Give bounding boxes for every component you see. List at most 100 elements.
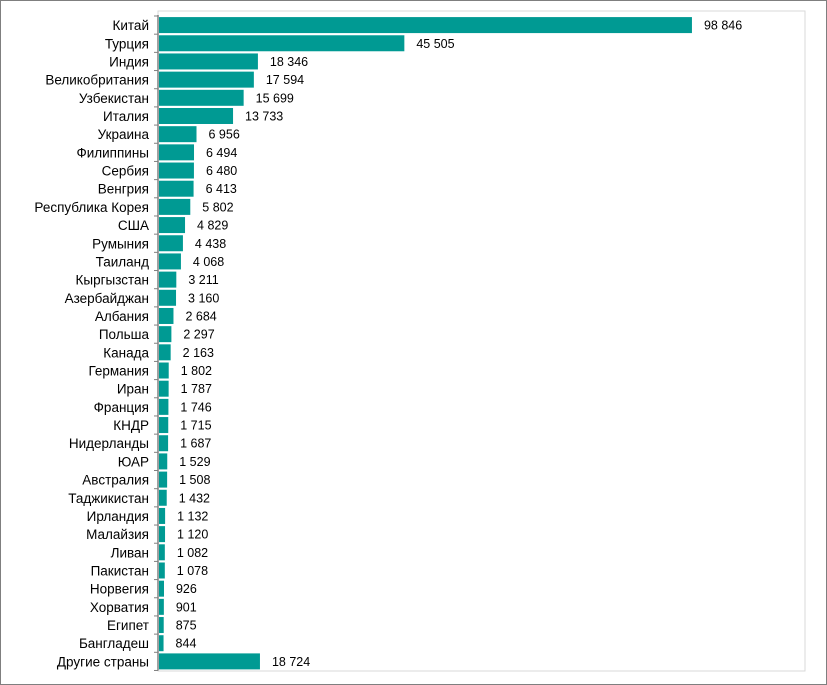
category-label: Италия [103,109,149,124]
category-label: Ливан [111,545,149,560]
value-label: 1 432 [179,491,210,505]
value-label: 1 802 [181,364,212,378]
value-label: 875 [176,619,197,633]
category-label: Азербайджан [65,291,149,306]
value-label: 18 346 [270,55,308,69]
bar [159,617,164,634]
value-label: 1 078 [177,564,208,578]
category-label: Франция [94,400,149,415]
bar [159,507,166,524]
bar [159,217,186,234]
value-label: 13 733 [245,109,283,123]
category-label: Австралия [82,473,149,488]
value-label: 926 [176,582,197,596]
value-label: 1 687 [180,437,211,451]
category-label: Германия [88,364,149,379]
category-label: Египет [107,618,149,633]
category-axis [154,15,159,671]
category-label: Нидерланды [69,436,149,451]
category-label: Ирландия [87,509,149,524]
value-label: 15 699 [256,91,294,105]
plot-area [157,10,806,672]
category-label: Румыния [92,236,149,251]
value-label: 45 505 [416,37,454,51]
category-label: Пакистан [91,563,149,578]
value-label: 4 438 [195,237,226,251]
bar [159,180,194,197]
bar [159,635,164,652]
bar [159,253,181,270]
category-label: Сербия [102,164,149,179]
bar [159,362,169,379]
category-label: Великобритания [45,73,149,88]
value-label: 98 846 [704,19,742,33]
category-label: КНДР [113,418,149,433]
bar [159,126,197,143]
value-label: 2 684 [185,309,216,323]
bar [159,35,405,52]
bar [159,435,169,452]
category-label: Узбекистан [79,91,149,106]
bars-group [159,17,692,670]
value-label: 2 163 [183,346,214,360]
value-label: 3 160 [188,291,219,305]
value-label: 6 413 [206,182,237,196]
bar [159,489,167,506]
value-label: 1 715 [180,419,211,433]
bar [159,198,191,215]
bar [159,544,165,561]
bar [159,53,258,70]
value-labels: 98 846 45 505 18 346 17 594 15 699 13 733 6 95… [176,19,743,669]
category-label: США [118,218,149,233]
value-label: 3 211 [188,273,218,287]
value-label: 18 724 [272,655,310,669]
value-label: 4 829 [197,219,228,233]
category-label: Украина [98,127,150,142]
bar [159,71,254,88]
value-label: 1 120 [177,528,208,542]
value-label: 844 [176,637,197,651]
bar [159,17,692,34]
value-label: 1 508 [179,473,210,487]
category-label: Венгрия [98,182,149,197]
bar [159,580,164,597]
value-label: 6 480 [206,164,237,178]
value-label: 1 746 [180,400,211,414]
category-label: Иран [117,382,149,397]
bar [159,307,174,324]
value-label: 1 787 [181,382,212,396]
category-label: Республика Корея [34,200,149,215]
value-label: 4 068 [193,255,224,269]
category-label: Турция [105,36,149,51]
bar [159,344,171,361]
bar [159,144,195,161]
bar [159,526,166,543]
category-label: Бангладеш [79,636,149,651]
category-label: Филиппины [76,145,149,160]
value-label: 6 494 [206,146,237,160]
bar [159,471,168,488]
category-labels: Китай Турция Индия Великобритания Узбекистан… [34,18,149,669]
category-label: Таиланд [96,254,150,269]
value-label: 6 956 [209,128,240,142]
category-label: ЮАР [118,454,149,469]
bar [159,289,177,306]
bar [159,162,194,179]
category-label: Польша [99,327,150,342]
bar [159,89,244,106]
category-label: Таджикистан [68,491,149,506]
bar [159,326,172,343]
value-label: 1 082 [177,546,208,560]
bar [159,453,168,470]
value-label: 17 594 [266,73,304,87]
bar [159,235,183,252]
category-label: Норвегия [90,582,149,597]
value-label: 901 [176,600,197,614]
bar [159,398,169,415]
category-label: Индия [109,54,149,69]
bar [159,271,177,288]
category-label: Кыргызстан [76,273,150,288]
bar [159,562,165,579]
value-label: 1 529 [179,455,210,469]
